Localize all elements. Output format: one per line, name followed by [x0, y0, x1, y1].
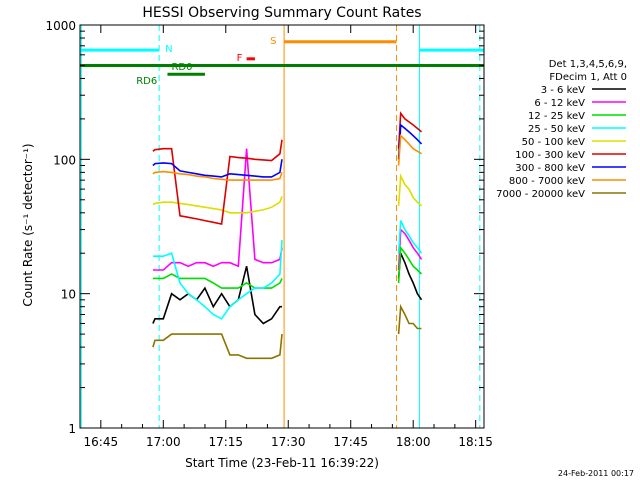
- y-tick-label: 10: [61, 288, 76, 302]
- legend-label: 100 - 300 keV: [515, 150, 585, 161]
- x-tick-label: 17:30: [271, 435, 306, 449]
- series-line-4-0: [152, 196, 283, 214]
- series-line-3-0: [152, 240, 283, 320]
- x-tick-label: 17:15: [208, 435, 243, 449]
- plot-frame: [79, 24, 485, 429]
- status-label-n: N: [165, 44, 172, 55]
- series-line-7-1: [397, 133, 422, 166]
- legend-header: FDecim 1, Att 0: [549, 72, 627, 83]
- legend-label: 50 - 100 keV: [522, 137, 586, 148]
- status-label-rd0: RD0: [171, 62, 192, 73]
- legend-label: 7000 - 20000 keV: [496, 189, 585, 200]
- y-tick-label: 1000: [45, 19, 76, 33]
- x-tick-label: 17:00: [146, 435, 181, 449]
- chart-title: HESSI Observing Summary Count Rates: [142, 5, 421, 21]
- series-line-8-0: [152, 333, 283, 360]
- x-tick-label: 17:45: [333, 435, 368, 449]
- x-tick-label: 16:45: [84, 435, 119, 449]
- status-label-rd6: RD6: [136, 76, 157, 87]
- status-bars: N S F RD0 RD6: [80, 36, 484, 87]
- marker-lines: [80, 25, 481, 428]
- legend: Det 1,3,4,5,6,9, FDecim 1, Att 0 3 - 6 keV…: [496, 59, 627, 200]
- series-line-1-0: [152, 148, 283, 271]
- y-tick-label: 100: [53, 153, 76, 167]
- series-line-2-0: [152, 273, 283, 289]
- series-line-6-0: [152, 159, 283, 178]
- series-lines: [152, 111, 423, 360]
- series-line-3-1: [397, 220, 423, 254]
- series-line-7-0: [152, 170, 283, 181]
- legend-label: 25 - 50 keV: [528, 124, 585, 135]
- status-label-f: F: [237, 53, 243, 64]
- series-line-2-1: [397, 245, 423, 284]
- legend-label: 800 - 7000 keV: [509, 176, 585, 187]
- legend-label: 300 - 800 keV: [515, 163, 585, 174]
- legend-label: 12 - 25 keV: [528, 111, 585, 122]
- y-tick-label: 1: [68, 422, 76, 436]
- series-line-4-1: [397, 173, 423, 207]
- series-line-6-1: [397, 123, 423, 160]
- legend-label: 6 - 12 keV: [534, 98, 585, 109]
- series-line-8-1: [397, 303, 422, 335]
- legend-label: 3 - 6 keV: [541, 85, 585, 96]
- footer-timestamp: 24-Feb-2011 00:17: [558, 469, 634, 478]
- legend-header: Det 1,3,4,5,6,9,: [549, 59, 627, 70]
- x-tick-label: 18:15: [458, 435, 493, 449]
- series-line-5-0: [152, 139, 283, 225]
- series-line-5-1: [397, 111, 423, 149]
- y-axis-label: Count Rate (s⁻¹ detector⁻¹): [21, 143, 35, 306]
- series-line-0-0: [152, 266, 282, 325]
- x-axis-label: Start Time (23-Feb-11 16:39:22): [185, 456, 379, 470]
- status-label-s: S: [270, 36, 276, 47]
- axes: 16:45 17:00 17:15 17:30 17:45 18:00 18:15 1 10 10…: [45, 19, 493, 449]
- x-tick-label: 18:00: [396, 435, 431, 449]
